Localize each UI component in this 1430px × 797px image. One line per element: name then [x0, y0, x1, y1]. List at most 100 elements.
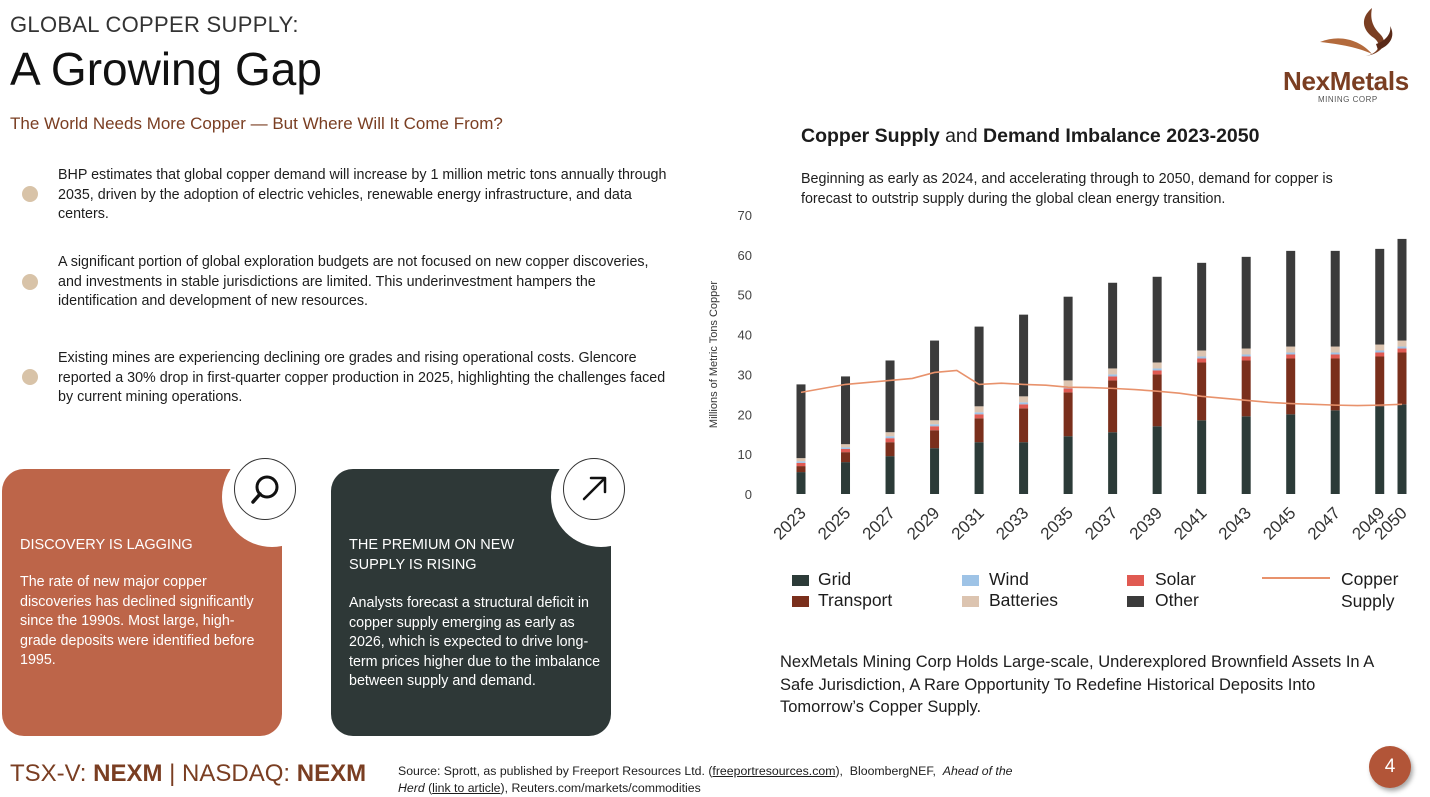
bar-segment-batteries: [1152, 362, 1162, 369]
x-tick-label: 2023: [770, 503, 810, 543]
bullet-text: Existing mines are experiencing declinin…: [58, 350, 666, 405]
page-title: A Growing Gap: [10, 43, 322, 95]
source-text: (: [424, 780, 433, 795]
x-tick-label: 2041: [1170, 503, 1210, 543]
bar-segment-other: [841, 376, 851, 445]
bar-segment-transport: [974, 418, 984, 443]
bar-segment-grid: [885, 456, 895, 494]
x-tick-label: 2043: [1215, 503, 1255, 543]
ticker-symbol: NEXM: [93, 760, 163, 787]
bar-segment-grid: [1152, 426, 1162, 494]
logo-subtitle: MINING CORP: [1318, 95, 1378, 104]
legend-swatch-solar: [1127, 575, 1144, 586]
bar-segment-wind: [1108, 374, 1118, 377]
bar-segment-other: [1286, 250, 1296, 347]
bar-segment-other: [1063, 296, 1073, 381]
bar-segment-other: [1108, 282, 1118, 369]
bar-segment-other: [796, 384, 806, 459]
bar-segment-transport: [930, 430, 940, 449]
legend-label-other: Other: [1155, 590, 1199, 610]
legend-swatch-copper-supply: [1262, 577, 1330, 579]
x-tick-label: 2039: [1126, 503, 1166, 543]
copper-supply-line: [800, 369, 1403, 407]
bar-segment-wind: [1152, 368, 1162, 371]
source-text: ), BloombergNEF,: [835, 764, 943, 778]
legend-label-transport: Transport: [818, 590, 893, 610]
bar-segment-solar: [1197, 358, 1207, 363]
bar-segment-transport: [1375, 356, 1385, 407]
x-tick-label: 2033: [992, 503, 1032, 543]
x-tick-label: 2047: [1304, 503, 1344, 543]
y-tick-label: 20: [738, 407, 752, 422]
supertitle: GLOBAL COPPER SUPPLY:: [10, 12, 299, 37]
bar-segment-grid: [796, 472, 806, 494]
bar-segment-wind: [1197, 356, 1207, 359]
bar-segment-grid: [930, 448, 940, 494]
bar-segment-batteries: [1375, 344, 1385, 351]
bar-segment-transport: [1397, 352, 1407, 405]
bar-segment-other: [1197, 262, 1207, 351]
bar-segment-batteries: [1019, 396, 1029, 403]
bar-segment-batteries: [796, 458, 806, 462]
page-subtitle: The World Needs More Copper — But Where …: [10, 114, 503, 133]
x-axis: 2023 2025 2027 2029 2031 2033 2035 2037 2039 2041…: [770, 503, 1411, 543]
bar-segment-solar: [885, 438, 895, 443]
bar-segment-transport: [1152, 374, 1162, 427]
card-title: DISCOVERY IS LAGGING: [20, 537, 193, 553]
bar-segment-wind: [1397, 346, 1407, 349]
closing-statement: NexMetals Mining Corp Holds Large-scale,…: [780, 653, 1374, 716]
company-logo: NexMetals MINING CORP: [1280, 4, 1420, 108]
supply-demand-chart: 0 10 20 30 40 50 60 70 Millions of Metric Tons C…: [708, 208, 1411, 544]
bar-segment-solar: [1286, 354, 1296, 359]
bar-segment-batteries: [1330, 346, 1340, 353]
chart-description: Beginning as early as 2024, and accelera…: [801, 171, 1333, 207]
chart-title-part: Copper Supply: [801, 125, 940, 147]
source-text: ), Reuters.com/markets/commodities: [500, 780, 701, 795]
bar-segment-transport: [1197, 362, 1207, 421]
ticker-prefix: TSX-V:: [10, 760, 94, 787]
bar-segment-grid: [1375, 406, 1385, 494]
bar-segment-transport: [796, 466, 806, 473]
legend-swatch-transport: [792, 596, 809, 607]
bar-segment-other: [885, 360, 895, 433]
y-axis: 0 10 20 30 40 50 60 70 Millions of Metric Tons C…: [708, 208, 752, 502]
bullet-dot: [22, 186, 38, 202]
source-link-freeport[interactable]: freeportresources.com: [712, 764, 836, 778]
source-text: Source: Sprott, as published by Freeport…: [398, 764, 713, 778]
bar-segment-wind: [974, 412, 984, 415]
bar-segment-batteries: [1197, 350, 1207, 357]
bar-segment-solar: [1375, 352, 1385, 357]
bar-segment-solar: [974, 414, 984, 419]
x-tick-label: 2031: [948, 503, 988, 543]
x-tick-label: 2045: [1259, 503, 1299, 543]
bar-segment-other: [1330, 250, 1340, 347]
bar-segment-wind: [885, 436, 895, 439]
source-citation: Source: Sprott, as published by Freeport…: [398, 763, 1038, 796]
y-tick-label: 30: [738, 367, 752, 382]
bar-segment-transport: [841, 452, 851, 463]
source-publication: Ahead of the Herd: [398, 764, 1013, 795]
bar-segment-batteries: [974, 406, 984, 413]
bar-segment-grid: [1019, 442, 1029, 494]
bullet-dot: [22, 274, 38, 290]
source-link-article[interactable]: link to article: [432, 780, 501, 795]
bar-segment-solar: [841, 448, 851, 453]
search-icon[interactable]: [234, 458, 296, 520]
bullet-text: A significant portion of global explorat…: [58, 254, 649, 309]
y-tick-label: 10: [738, 447, 752, 462]
arrow-up-right-icon[interactable]: [563, 458, 625, 520]
bar-segment-solar: [1019, 404, 1029, 409]
legend-label-wind: Wind: [989, 569, 1029, 589]
bar-segment-batteries: [930, 420, 940, 425]
legend-swatch-wind: [962, 575, 979, 586]
legend-label-solar: Solar: [1155, 569, 1196, 589]
bar-segment-other: [1241, 256, 1251, 349]
bar-segment-other: [1397, 238, 1407, 341]
y-tick-label: 70: [738, 208, 752, 223]
bar-segment-grid: [841, 462, 851, 494]
ticker-separator: |: [162, 760, 183, 787]
x-tick-label: 2027: [859, 503, 899, 543]
bar-segment-solar: [1241, 356, 1251, 361]
bar-segment-grid: [974, 442, 984, 494]
bar-segment-wind: [796, 461, 806, 463]
